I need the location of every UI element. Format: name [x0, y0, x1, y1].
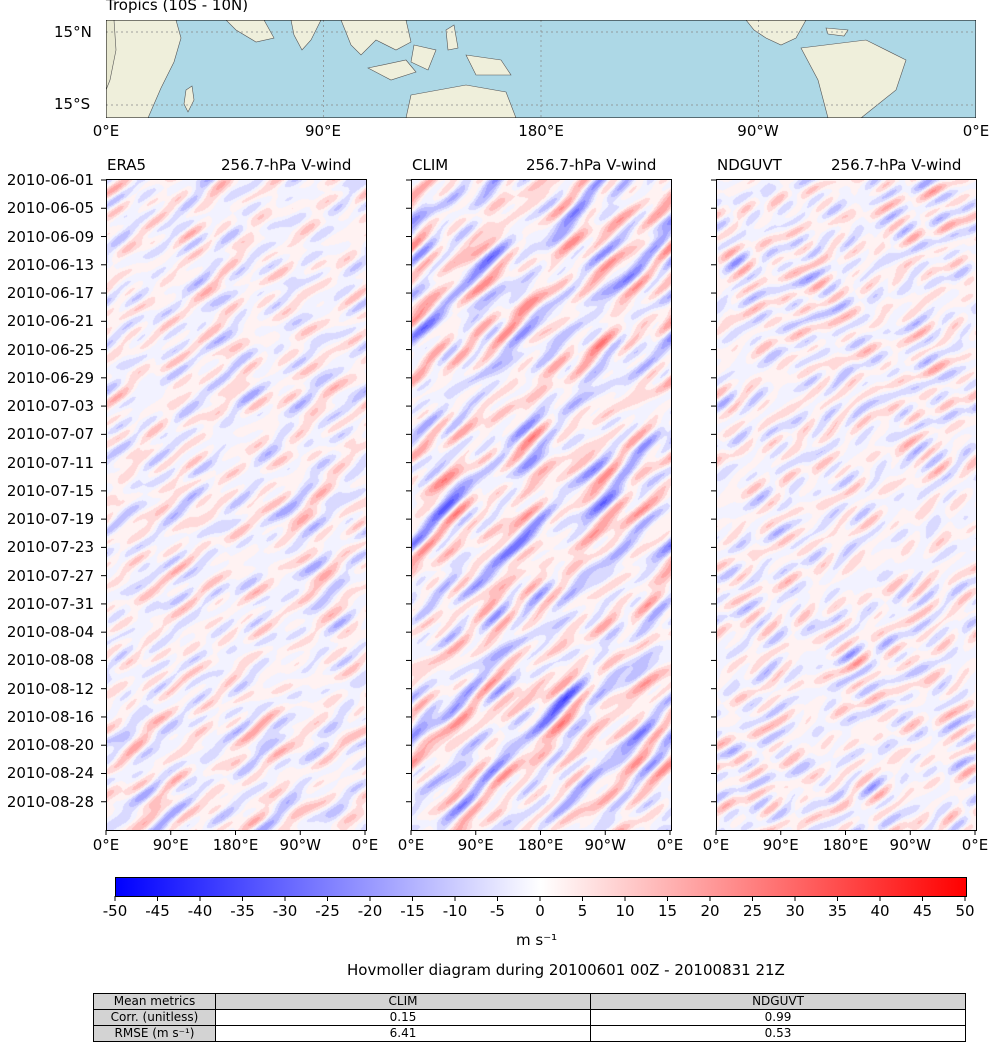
x-tick-label: 180°E	[517, 836, 564, 854]
x-tick-label: 0°E	[92, 836, 120, 854]
panel-clim-model: CLIM	[412, 156, 449, 174]
colorbar-tick-label: -10	[442, 902, 468, 920]
colorbar-tick-label: 10	[615, 902, 635, 920]
y-tick-label: 2010-07-11	[6, 453, 94, 472]
panel-ndguvt-field: 256.7-hPa V-wind	[831, 156, 962, 174]
y-tick-label: 2010-08-20	[6, 736, 94, 755]
x-tick-label: 90°W	[279, 836, 321, 854]
colorbar-tick-label: 15	[657, 902, 678, 920]
panel-ndguvt-model: NDGUVT	[717, 156, 782, 174]
colorbar-tick-label: 35	[827, 902, 848, 920]
hovmoller-era5	[107, 180, 366, 830]
map-gridlines	[106, 20, 976, 118]
metrics-cell: 0.15	[215, 1009, 591, 1026]
y-tick-label: 2010-08-04	[6, 623, 94, 642]
colorbar-tick-label: 45	[912, 902, 933, 920]
y-tick-label: 2010-08-16	[6, 707, 94, 726]
metrics-header-cell: NDGUVT	[590, 993, 966, 1010]
colorbar-tick-label: -25	[315, 902, 340, 920]
colorbar-tick-label: -35	[230, 902, 255, 920]
y-tick-label: 2010-06-09	[6, 227, 94, 246]
metrics-header-row: Mean metrics CLIM NDGUVT	[93, 993, 966, 1010]
metrics-cell: 0.53	[590, 1025, 966, 1042]
map-lon-label: 0°E	[962, 122, 989, 140]
chart-title: Hovmoller diagram during 20100601 00Z - …	[347, 961, 785, 979]
x-tick-label: 90°E	[457, 836, 494, 854]
panel-frame-ndguvt	[716, 179, 977, 831]
metrics-row: RMSE (m s⁻¹) 6.41 0.53	[93, 1025, 966, 1042]
map-land	[106, 20, 907, 118]
colorbar-tick-label: 25	[742, 902, 763, 920]
map-lat-label-north: 15°N	[54, 23, 92, 41]
panel-frame-clim	[411, 179, 672, 831]
panel-era5-model: ERA5	[107, 156, 147, 174]
colorbar-tick-label: 20	[700, 902, 720, 920]
y-tick-label: 2010-06-17	[6, 284, 94, 303]
colorbar-tick-label: -5	[490, 902, 505, 920]
colorbar-tick-label: 5	[577, 902, 588, 920]
map-tropics	[106, 20, 976, 118]
panel-clim-field: 256.7-hPa V-wind	[526, 156, 657, 174]
y-tick-label: 2010-07-23	[6, 538, 94, 557]
x-tick-label: 180°E	[212, 836, 259, 854]
y-tick-label: 2010-07-07	[6, 425, 94, 444]
y-tick-label: 2010-07-31	[6, 594, 94, 613]
colorbar-label: m s⁻¹	[516, 931, 558, 949]
map-lon-label: 90°W	[737, 122, 779, 140]
x-tick-label: 0°E	[656, 836, 684, 854]
x-tick-label: 90°W	[584, 836, 626, 854]
colorbar-tick-label: -15	[400, 902, 425, 920]
colorbar-tick-label: -40	[187, 902, 213, 920]
panel-frame-era5	[106, 179, 367, 831]
y-tick-label: 2010-06-21	[6, 312, 94, 331]
map-title: Tropics (10S - 10N)	[106, 0, 249, 14]
colorbar-tick-label: 40	[870, 902, 890, 920]
metrics-row: Corr. (unitless) 0.15 0.99	[93, 1009, 966, 1026]
hovmoller-ndguvt	[717, 180, 976, 830]
x-tick-label: 0°E	[351, 836, 379, 854]
panel-era5-field: 256.7-hPa V-wind	[221, 156, 352, 174]
colorbar-tick-label: -45	[145, 902, 170, 920]
y-tick-label: 2010-06-29	[6, 368, 94, 387]
map-lon-label: 0°E	[92, 122, 120, 140]
metrics-header-cell: Mean metrics	[93, 993, 216, 1010]
metrics-cell: 0.99	[590, 1009, 966, 1026]
y-tick-label: 2010-07-19	[6, 510, 94, 529]
metrics-row-label: Corr. (unitless)	[93, 1009, 216, 1026]
x-tick-label: 0°E	[397, 836, 425, 854]
x-tick-label: 0°E	[702, 836, 730, 854]
colorbar	[115, 877, 967, 897]
x-tick-label: 90°E	[762, 836, 799, 854]
y-tick-label: 2010-06-25	[6, 340, 94, 359]
x-tick-label: 90°W	[889, 836, 931, 854]
colorbar-tick-label: 30	[785, 902, 805, 920]
colorbar-tick-label: -20	[357, 902, 383, 920]
y-tick-label: 2010-06-05	[6, 199, 94, 218]
y-tick-label: 2010-08-12	[6, 679, 94, 698]
map-lon-label: 180°E	[518, 122, 564, 140]
y-tick-label: 2010-07-15	[6, 481, 94, 500]
y-tick-label: 2010-08-24	[6, 764, 94, 783]
hovmoller-clim	[412, 180, 671, 830]
colorbar-tick-label: 50	[955, 902, 975, 920]
metrics-table: Mean metrics CLIM NDGUVT Corr. (unitless…	[93, 993, 966, 1042]
y-tick-label: 2010-06-01	[6, 171, 94, 189]
colorbar-tick-label: -50	[102, 902, 128, 920]
map-lat-label-south: 15°S	[54, 95, 91, 113]
y-tick-label: 2010-07-03	[6, 397, 94, 416]
x-tick-label: 0°E	[961, 836, 989, 854]
y-tick-label: 2010-08-08	[6, 651, 94, 670]
metrics-cell: 6.41	[215, 1025, 591, 1042]
y-tick-label: 2010-07-27	[6, 566, 94, 585]
metrics-row-label: RMSE (m s⁻¹)	[93, 1025, 216, 1042]
y-tick-label: 2010-08-28	[6, 792, 94, 811]
colorbar-tick-label: 0	[535, 902, 545, 920]
metrics-header-cell: CLIM	[215, 993, 591, 1010]
colorbar-tick-label: -30	[272, 902, 298, 920]
x-tick-label: 90°E	[152, 836, 189, 854]
x-tick-label: 180°E	[822, 836, 869, 854]
y-tick-label: 2010-06-13	[6, 255, 94, 274]
map-lon-label: 90°E	[304, 122, 342, 140]
